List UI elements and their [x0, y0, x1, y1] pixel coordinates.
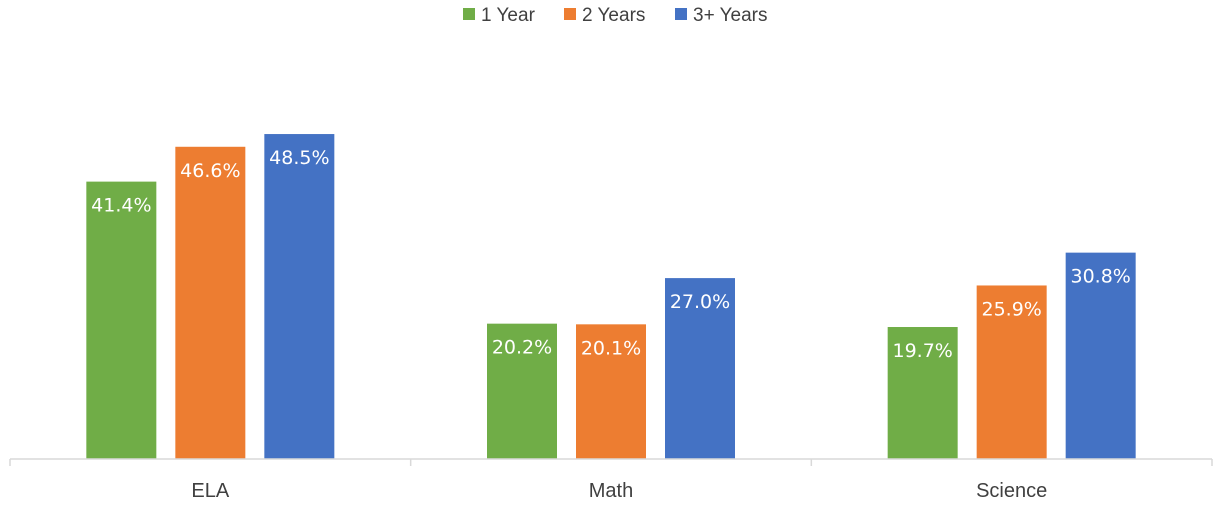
bar-science-1 [887, 327, 958, 459]
data-label-science-1: 19.7% [892, 340, 952, 362]
data-label-math-2: 20.1% [581, 337, 641, 359]
category-label-science: Science [976, 480, 1047, 502]
data-label-ela-3: 48.5% [269, 147, 329, 169]
data-label-ela-2: 46.6% [180, 160, 240, 182]
category-label-ela: ELA [191, 480, 229, 502]
legend-label-3: 3+ Years [693, 5, 768, 26]
data-label-math-1: 20.2% [492, 337, 552, 359]
bar-ela-3 [264, 134, 335, 460]
legend-swatch-3 [675, 8, 687, 20]
bar-science-2 [976, 285, 1047, 459]
x-axis: ELA Math Science [9, 458, 1213, 502]
bar-science-3 [1065, 252, 1136, 459]
legend-swatch-1 [463, 8, 475, 20]
legend-label-1: 1 Year [481, 5, 536, 26]
data-label-science-3: 30.8% [1070, 266, 1130, 288]
category-label-math: Math [589, 480, 633, 502]
legend-label-2: 2 Years [582, 5, 645, 26]
legend-swatch-2 [564, 8, 576, 20]
bar-math-1 [487, 323, 557, 459]
data-label-science-2: 25.9% [981, 298, 1041, 320]
data-label-math-3: 27.0% [670, 291, 730, 313]
legend: 1 Year 2 Years 3+ Years [463, 5, 768, 26]
bar-math-2 [576, 324, 646, 459]
bars [86, 134, 1136, 460]
data-labels: 41.4% 46.6% 48.5% 20.2% 20.1% 27.0% 19.7% 25.9%… [91, 147, 1131, 362]
bar-math-3 [665, 278, 735, 459]
bar-ela-2 [175, 146, 246, 459]
data-label-ela-1: 41.4% [91, 195, 151, 217]
bar-ela-1 [86, 181, 157, 459]
